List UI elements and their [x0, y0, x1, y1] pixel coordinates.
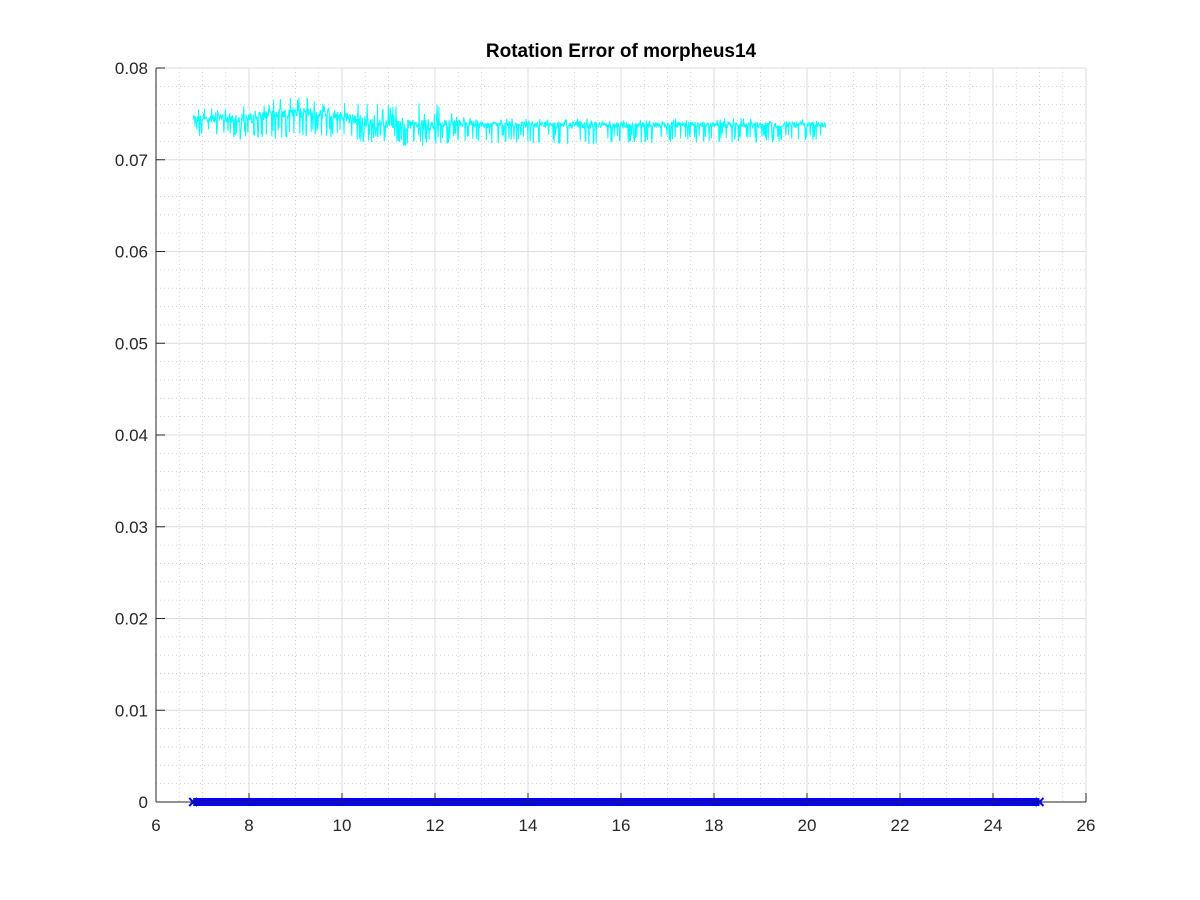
- y-axis-ticks: 0 0.01 0.02 0.03 0.04 0.05 0.06 0.07 0.08: [115, 59, 165, 812]
- x-tick-label: 24: [984, 816, 1003, 835]
- y-tick-label: 0.02: [115, 610, 148, 629]
- x-tick-label: 6: [151, 816, 160, 835]
- y-tick-label: 0.07: [115, 151, 148, 170]
- x-tick-label: 10: [333, 816, 352, 835]
- x-axis-ticks: 6 8 10 12 14 16 18 20 22 24 26: [151, 793, 1095, 835]
- y-tick-label: 0.03: [115, 518, 148, 537]
- series-line-0: [192, 97, 827, 147]
- x-tick-label: 8: [244, 816, 253, 835]
- x-tick-label: 20: [798, 816, 817, 835]
- x-tick-label: 14: [519, 816, 538, 835]
- y-tick-label: 0.06: [115, 243, 148, 262]
- x-tick-label: 22: [891, 816, 910, 835]
- y-tick-label: 0.04: [115, 426, 148, 445]
- chart-title: Rotation Error of morpheus14: [486, 41, 757, 62]
- x-tick-label: 18: [705, 816, 724, 835]
- x-tick-label: 26: [1077, 816, 1096, 835]
- y-tick-label: 0.01: [115, 701, 148, 720]
- x-tick-label: 16: [612, 816, 631, 835]
- y-tick-label: 0.05: [115, 334, 148, 353]
- y-tick-label: 0.08: [115, 59, 148, 78]
- x-tick-label: 12: [426, 816, 445, 835]
- y-tick-label: 0: [139, 793, 148, 812]
